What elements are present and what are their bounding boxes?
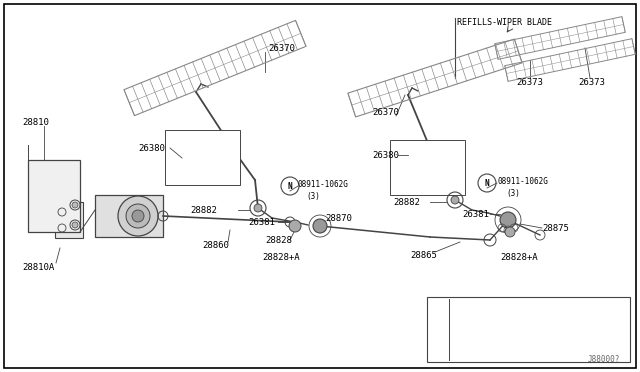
Bar bbox=[28, 160, 80, 232]
Circle shape bbox=[126, 204, 150, 228]
Circle shape bbox=[313, 219, 327, 233]
Text: 26380: 26380 bbox=[372, 151, 399, 160]
Circle shape bbox=[118, 196, 158, 236]
Text: 28882: 28882 bbox=[190, 205, 217, 215]
Circle shape bbox=[72, 202, 78, 208]
Text: 28865: 28865 bbox=[410, 250, 437, 260]
Text: 28810A: 28810A bbox=[22, 263, 54, 273]
Text: 28828+A: 28828+A bbox=[500, 253, 538, 263]
Bar bbox=[165, 130, 240, 185]
Circle shape bbox=[72, 222, 78, 228]
Text: 28860: 28860 bbox=[202, 241, 229, 250]
Bar bbox=[390, 140, 465, 195]
Circle shape bbox=[451, 196, 459, 204]
Text: (3): (3) bbox=[306, 192, 320, 201]
Text: 26370: 26370 bbox=[372, 108, 399, 116]
Text: 26370: 26370 bbox=[268, 44, 295, 52]
Text: 28828: 28828 bbox=[265, 235, 292, 244]
Circle shape bbox=[289, 220, 301, 232]
Circle shape bbox=[132, 210, 144, 222]
Circle shape bbox=[254, 204, 262, 212]
Circle shape bbox=[505, 227, 515, 237]
Text: 08911-1062G: 08911-1062G bbox=[298, 180, 349, 189]
Text: 28882: 28882 bbox=[393, 198, 420, 206]
Text: 26373: 26373 bbox=[516, 77, 543, 87]
Bar bbox=[95, 195, 163, 237]
Text: 28875: 28875 bbox=[542, 224, 569, 232]
Bar bbox=[55, 202, 83, 238]
Text: 28870: 28870 bbox=[325, 214, 352, 222]
Text: 28828+A: 28828+A bbox=[262, 253, 300, 263]
Text: N: N bbox=[484, 179, 490, 187]
Circle shape bbox=[500, 212, 516, 228]
Text: 08911-1062G: 08911-1062G bbox=[498, 176, 549, 186]
Text: 26373: 26373 bbox=[578, 77, 605, 87]
Text: 26381: 26381 bbox=[462, 209, 489, 218]
Text: J88000?: J88000? bbox=[588, 356, 620, 365]
Text: 28810: 28810 bbox=[22, 118, 49, 126]
Bar bbox=[427, 297, 630, 362]
Text: (3): (3) bbox=[506, 189, 520, 198]
Text: N: N bbox=[288, 182, 292, 190]
Text: 26380: 26380 bbox=[138, 144, 165, 153]
Text: REFILLS-WIPER BLADE: REFILLS-WIPER BLADE bbox=[457, 17, 552, 26]
Text: 26381: 26381 bbox=[248, 218, 275, 227]
